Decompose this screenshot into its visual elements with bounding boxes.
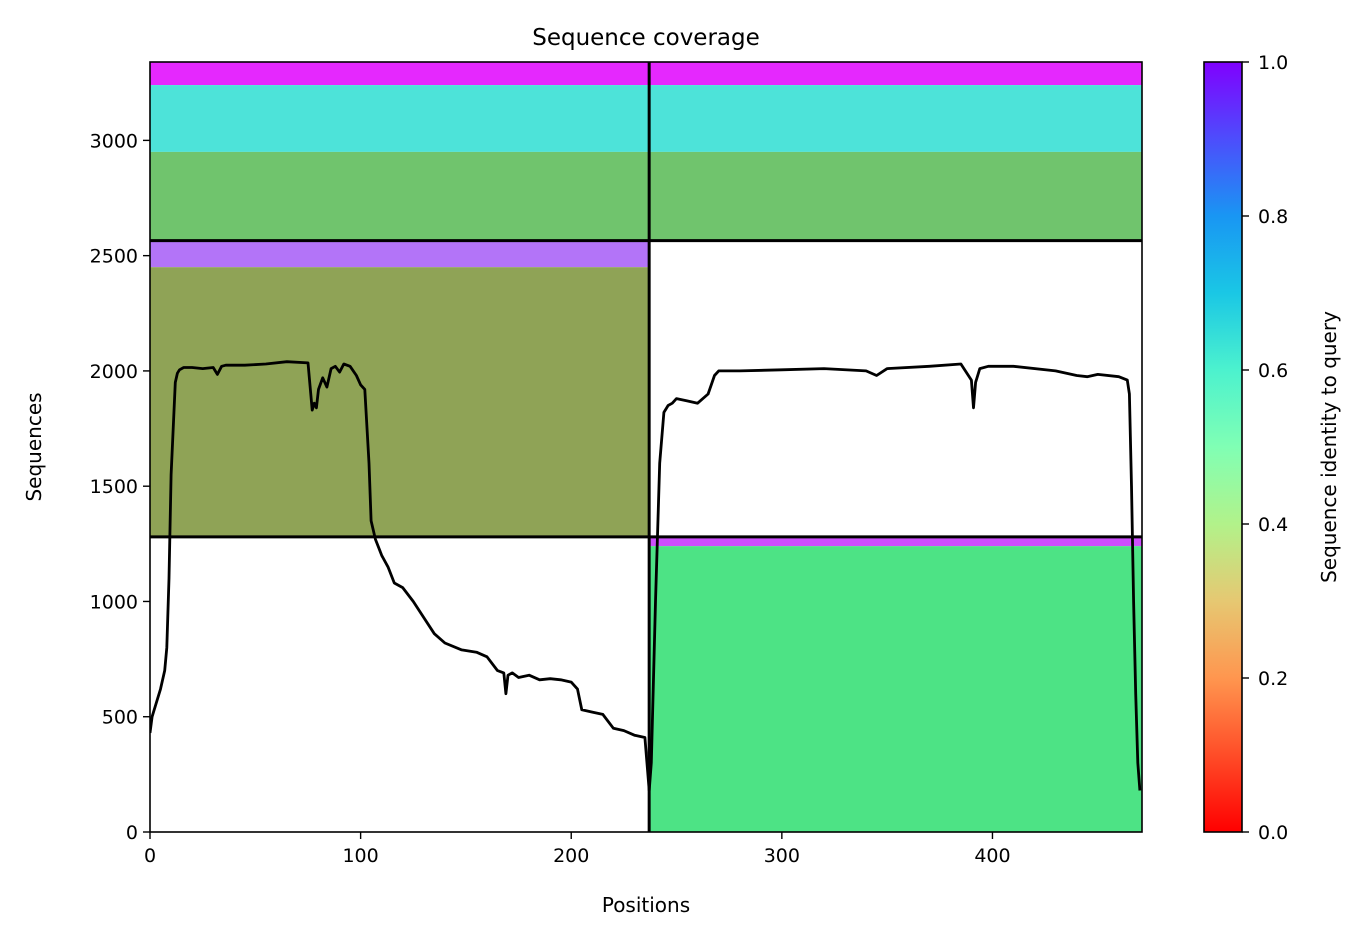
- colorbar-tick-label: 0.0: [1258, 822, 1288, 844]
- chart-title: Sequence coverage: [532, 25, 760, 51]
- colorbar-tick-label: 0.8: [1258, 206, 1288, 228]
- y-axis: 0 500 1000 1500 2000 2500 3000: [90, 130, 150, 844]
- y-tick-label: 2500: [90, 246, 138, 268]
- identity-band: [150, 62, 650, 86]
- block-boundaries: [150, 62, 1142, 832]
- colorbar-scale: [1203, 61, 1243, 833]
- x-axis-title: Positions: [602, 893, 690, 917]
- plot-frame: [149, 61, 1143, 833]
- identity-band: [150, 267, 650, 537]
- y-tick-label: 2000: [90, 361, 138, 383]
- coverage-heatmap: [150, 62, 1142, 832]
- identity-band: [649, 151, 1142, 241]
- identity-band: [150, 240, 650, 268]
- colorbar: 0.0 0.2 0.4 0.6 0.8 1.0 Sequence identity to …: [1203, 52, 1341, 844]
- colorbar-tick-label: 0.2: [1258, 668, 1288, 690]
- coverage-block: [649, 62, 1142, 241]
- y-tick-label: 0: [126, 822, 138, 844]
- identity-band: [150, 151, 650, 241]
- colorbar-tick-label: 1.0: [1258, 52, 1288, 74]
- colorbar-tick-label: 0.6: [1258, 360, 1288, 382]
- x-tick-label: 0: [144, 845, 156, 867]
- identity-band: [649, 85, 1142, 152]
- colorbar-ticks: 0.0 0.2 0.4 0.6 0.8 1.0: [1242, 52, 1288, 844]
- coverage-block: [150, 240, 650, 537]
- x-tick-label: 400: [974, 845, 1010, 867]
- coverage-block: [649, 536, 1142, 832]
- colorbar-title: Sequence identity to query: [1317, 311, 1341, 583]
- coverage-line-layer: [150, 360, 1142, 792]
- y-tick-label: 500: [102, 707, 138, 729]
- x-tick-label: 300: [764, 845, 800, 867]
- colorbar-tick-label: 0.4: [1258, 514, 1288, 536]
- identity-band: [649, 62, 1142, 86]
- identity-band: [649, 546, 1142, 832]
- y-tick-label: 3000: [90, 130, 138, 152]
- identity-band: [150, 85, 650, 152]
- identity-band: [649, 536, 1142, 547]
- y-axis-title: Sequences: [22, 392, 46, 501]
- y-tick-label: 1000: [90, 591, 138, 613]
- coverage-block: [150, 62, 650, 241]
- y-tick-label: 1500: [90, 476, 138, 498]
- x-tick-label: 200: [553, 845, 589, 867]
- coverage-line: [150, 360, 1142, 792]
- x-axis: 0 100 200 300 400: [144, 832, 1011, 867]
- x-tick-label: 100: [342, 845, 378, 867]
